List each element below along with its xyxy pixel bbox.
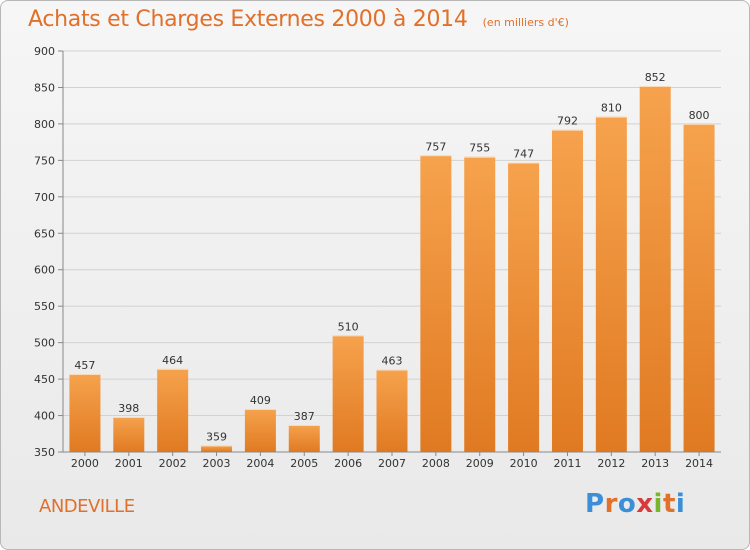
bar bbox=[244, 408, 276, 452]
bar-value-label: 398 bbox=[118, 402, 139, 415]
y-tick-label: 900 bbox=[34, 45, 55, 58]
x-tick-label: 2006 bbox=[334, 457, 362, 470]
x-tick-label: 2008 bbox=[422, 457, 450, 470]
bar-value-label: 757 bbox=[425, 140, 446, 153]
x-tick-label: 2012 bbox=[597, 457, 625, 470]
bar bbox=[69, 373, 101, 452]
chart-subtitle: (en milliers d'€) bbox=[482, 16, 569, 29]
y-tick-label: 650 bbox=[34, 227, 55, 240]
x-tick-label: 2014 bbox=[685, 457, 713, 470]
bar-value-label: 747 bbox=[513, 148, 534, 161]
bar-value-label: 359 bbox=[206, 430, 227, 443]
bar bbox=[376, 369, 408, 452]
proxiti-logo[interactable]: Proxiti bbox=[585, 489, 685, 519]
bar-value-label: 852 bbox=[645, 71, 666, 84]
logo-letter: i bbox=[653, 489, 663, 519]
bar bbox=[508, 162, 540, 452]
x-tick-label: 2013 bbox=[641, 457, 669, 470]
bar-value-label: 510 bbox=[338, 320, 359, 333]
logo-letter: P bbox=[585, 489, 605, 519]
axes bbox=[58, 50, 721, 456]
logo-letter: i bbox=[675, 489, 686, 519]
x-tick-label: 2011 bbox=[553, 457, 581, 470]
x-tick-label: 2007 bbox=[378, 457, 406, 470]
x-tick-label: 2005 bbox=[290, 457, 318, 470]
bar bbox=[332, 335, 364, 452]
bar-value-label: 810 bbox=[601, 102, 622, 115]
y-tick-label: 500 bbox=[34, 337, 55, 350]
bar bbox=[420, 155, 452, 452]
y-tick-label: 750 bbox=[34, 154, 55, 167]
x-tick-label: 2002 bbox=[159, 457, 187, 470]
bar-value-label: 464 bbox=[162, 354, 183, 367]
place-name: ANDEVILLE bbox=[39, 496, 135, 517]
y-tick-label: 700 bbox=[34, 191, 55, 204]
x-tick-label: 2001 bbox=[115, 457, 143, 470]
y-tick-label: 600 bbox=[34, 264, 55, 277]
x-tick-label: 2009 bbox=[466, 457, 494, 470]
bar bbox=[551, 129, 583, 452]
x-tick-label: 2010 bbox=[510, 457, 538, 470]
x-tick-label: 2004 bbox=[246, 457, 274, 470]
x-tick-label: 2000 bbox=[71, 457, 99, 470]
labels: 350 400 450 500 550 600 650 700 750 800 850 900 457 2… bbox=[34, 45, 713, 470]
logo-letter: x bbox=[636, 489, 654, 519]
y-tick-label: 550 bbox=[34, 300, 55, 313]
chart-title: Achats et Charges Externes 2000 à 2014 bbox=[28, 7, 468, 32]
bar bbox=[113, 417, 145, 452]
bar bbox=[464, 156, 496, 452]
y-tick-label: 450 bbox=[34, 373, 55, 386]
bar-value-label: 387 bbox=[294, 410, 315, 423]
y-tick-label: 850 bbox=[34, 81, 55, 94]
y-tick-label: 800 bbox=[34, 118, 55, 131]
bar bbox=[201, 445, 233, 452]
bar-value-label: 463 bbox=[382, 355, 403, 368]
bar bbox=[683, 123, 715, 452]
logo-letter: t bbox=[662, 489, 676, 519]
x-tick-label: 2003 bbox=[203, 457, 231, 470]
bar bbox=[288, 425, 320, 452]
bar-value-label: 457 bbox=[74, 359, 95, 372]
bar bbox=[595, 116, 627, 453]
bars bbox=[69, 85, 715, 453]
logo-letter: o bbox=[617, 489, 637, 519]
y-tick-label: 400 bbox=[34, 410, 55, 423]
title-row: Achats et Charges Externes 2000 à 2014 (… bbox=[28, 7, 569, 32]
bar-value-label: 800 bbox=[689, 109, 710, 122]
bar-value-label: 792 bbox=[557, 115, 578, 128]
y-tick-label: 350 bbox=[34, 446, 55, 459]
bar-value-label: 409 bbox=[250, 394, 271, 407]
bar-value-label: 755 bbox=[469, 142, 490, 155]
logo-letter: r bbox=[604, 489, 618, 519]
bar bbox=[157, 368, 189, 452]
bar bbox=[639, 85, 671, 452]
